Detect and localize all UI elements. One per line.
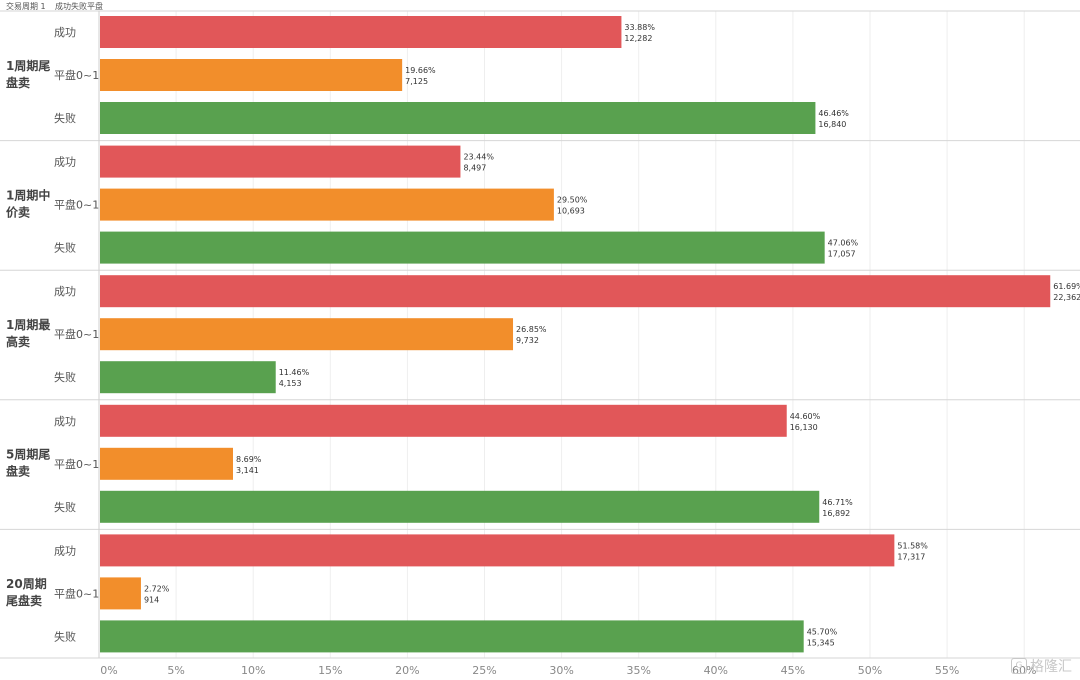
bar	[100, 188, 554, 221]
bar-label-percent: 29.50%	[557, 196, 588, 205]
group-label: 1周期尾	[6, 58, 50, 73]
watermark-icon: G	[1011, 658, 1027, 674]
watermark-text: 格隆汇	[1030, 659, 1072, 675]
bar-label-count: 16,892	[822, 509, 850, 518]
group-label: 20周期	[6, 576, 47, 591]
x-tick-label: 25%	[472, 664, 496, 677]
bar	[100, 490, 820, 523]
category-label: 成功	[54, 285, 76, 298]
category-label: 成功	[54, 415, 76, 428]
bar-label-count: 8,497	[463, 164, 486, 173]
bar-label-count: 3,141	[236, 466, 259, 475]
x-tick-label: 50%	[858, 664, 882, 677]
x-tick-label: 20%	[395, 664, 419, 677]
bar-label-percent: 11.46%	[279, 368, 310, 377]
bar	[100, 231, 825, 264]
bar-label-count: 10,693	[557, 207, 585, 216]
bar	[100, 102, 816, 134]
x-tick-label: 5%	[167, 664, 184, 677]
bar-label-percent: 51.58%	[897, 541, 928, 550]
watermark: G 格隆汇	[1011, 656, 1072, 676]
bar-label-percent: 26.85%	[516, 325, 547, 334]
bar	[100, 16, 622, 48]
x-tick-label: 30%	[549, 664, 573, 677]
category-label: 平盘0~1	[54, 586, 99, 600]
bar-label-count: 16,130	[790, 423, 818, 432]
x-tick-label: 35%	[626, 664, 650, 677]
bar	[100, 145, 461, 178]
bar-label-percent: 8.69%	[236, 455, 262, 464]
bar-label-count: 16,840	[818, 120, 846, 129]
category-label: 平盘0~1	[54, 68, 99, 82]
bar	[100, 404, 787, 437]
bar	[100, 59, 403, 91]
category-label: 平盘0~1	[54, 198, 99, 212]
group-label: 盘卖	[6, 75, 30, 90]
bar-label-percent: 46.71%	[822, 498, 853, 507]
bar	[100, 275, 1051, 308]
category-label: 平盘0~1	[54, 327, 99, 341]
header-row-field: 交易周期 1	[6, 2, 46, 11]
bar-label-count: 7,125	[405, 77, 428, 86]
bar	[100, 447, 233, 480]
category-label: 失败	[54, 500, 76, 514]
bar-label-count: 15,345	[807, 638, 835, 647]
category-label: 平盘0~1	[54, 457, 99, 471]
bar	[100, 361, 276, 394]
category-label: 成功	[54, 156, 76, 169]
category-label: 失败	[54, 111, 76, 125]
bar-label-percent: 19.66%	[405, 66, 436, 75]
category-label: 失败	[54, 241, 76, 255]
bar	[100, 534, 895, 567]
group-label: 1周期最	[6, 317, 51, 332]
category-label: 成功	[54, 26, 76, 39]
bar-label-percent: 45.70%	[807, 627, 838, 636]
group-label: 尾盘卖	[6, 593, 42, 608]
group-label: 5周期尾	[6, 447, 50, 462]
group-label: 1周期中	[6, 187, 50, 202]
bar-label-count: 914	[144, 595, 159, 604]
bar-label-count: 17,057	[828, 250, 856, 259]
group-label: 价卖	[6, 204, 30, 219]
header-color-field: 成功失败平盘	[55, 2, 103, 11]
category-label: 失败	[54, 629, 76, 643]
bar-label-percent: 47.06%	[828, 239, 859, 248]
bar-label-percent: 23.44%	[463, 153, 494, 162]
x-tick-label: 15%	[318, 664, 342, 677]
x-tick-label: 55%	[935, 664, 959, 677]
x-tick-label: 0%	[100, 664, 117, 677]
bar	[100, 577, 141, 610]
group-label: 盘卖	[6, 464, 30, 479]
group-label: 高卖	[6, 334, 30, 349]
x-tick-label: 45%	[781, 664, 805, 677]
bar-label-percent: 44.60%	[790, 412, 821, 421]
category-label: 失败	[54, 370, 76, 384]
bar-label-count: 9,732	[516, 336, 539, 345]
bar-label-percent: 46.46%	[818, 109, 849, 118]
bar	[100, 318, 514, 351]
bar-label-count: 17,317	[897, 552, 925, 561]
bar-label-count: 4,153	[279, 379, 302, 388]
bar-label-count: 12,282	[624, 34, 652, 43]
bar-label-percent: 61.69%	[1053, 282, 1080, 291]
bar-label-percent: 33.88%	[624, 23, 655, 32]
bar-label-count: 22,362	[1053, 293, 1080, 302]
bar-label-percent: 2.72%	[144, 584, 170, 593]
x-tick-label: 10%	[241, 664, 265, 677]
x-tick-label: 40%	[704, 664, 728, 677]
bar	[100, 620, 804, 653]
category-label: 成功	[54, 544, 76, 557]
